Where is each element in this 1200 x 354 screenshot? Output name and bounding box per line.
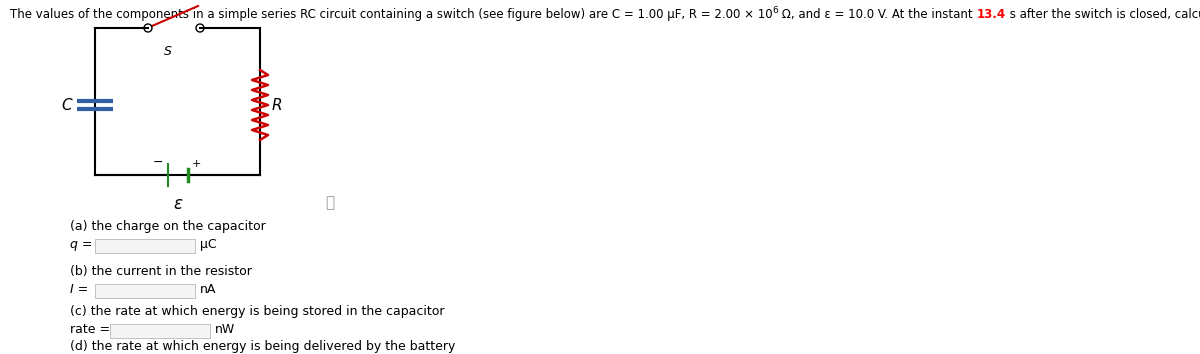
Text: I =: I = (70, 283, 89, 296)
Text: nA: nA (200, 283, 216, 296)
Text: −: − (152, 156, 163, 169)
Text: C: C (61, 97, 72, 113)
Text: 13.4: 13.4 (977, 8, 1006, 21)
Text: S: S (164, 45, 172, 58)
Text: +: + (191, 159, 200, 169)
Text: s after the switch is closed, calculate the following.: s after the switch is closed, calculate … (1006, 8, 1200, 21)
FancyBboxPatch shape (95, 284, 194, 298)
Text: q =: q = (70, 238, 92, 251)
Text: (d) the rate at which energy is being delivered by the battery: (d) the rate at which energy is being de… (70, 340, 455, 353)
Text: nW: nW (215, 323, 235, 336)
Text: (a) the charge on the capacitor: (a) the charge on the capacitor (70, 220, 265, 233)
Text: 6: 6 (773, 6, 779, 15)
Text: Ω, and ε = 10.0 V. At the instant: Ω, and ε = 10.0 V. At the instant (779, 8, 977, 21)
Text: (c) the rate at which energy is being stored in the capacitor: (c) the rate at which energy is being st… (70, 305, 444, 318)
Text: μC: μC (200, 238, 217, 251)
Text: (b) the current in the resistor: (b) the current in the resistor (70, 265, 252, 278)
Text: ε: ε (174, 195, 182, 213)
Text: ⓘ: ⓘ (325, 195, 335, 210)
Text: rate =: rate = (70, 323, 110, 336)
Text: The values of the components in a simple series RC circuit containing a switch (: The values of the components in a simple… (10, 8, 773, 21)
FancyBboxPatch shape (110, 324, 210, 338)
Text: R: R (272, 97, 283, 113)
FancyBboxPatch shape (95, 239, 194, 253)
